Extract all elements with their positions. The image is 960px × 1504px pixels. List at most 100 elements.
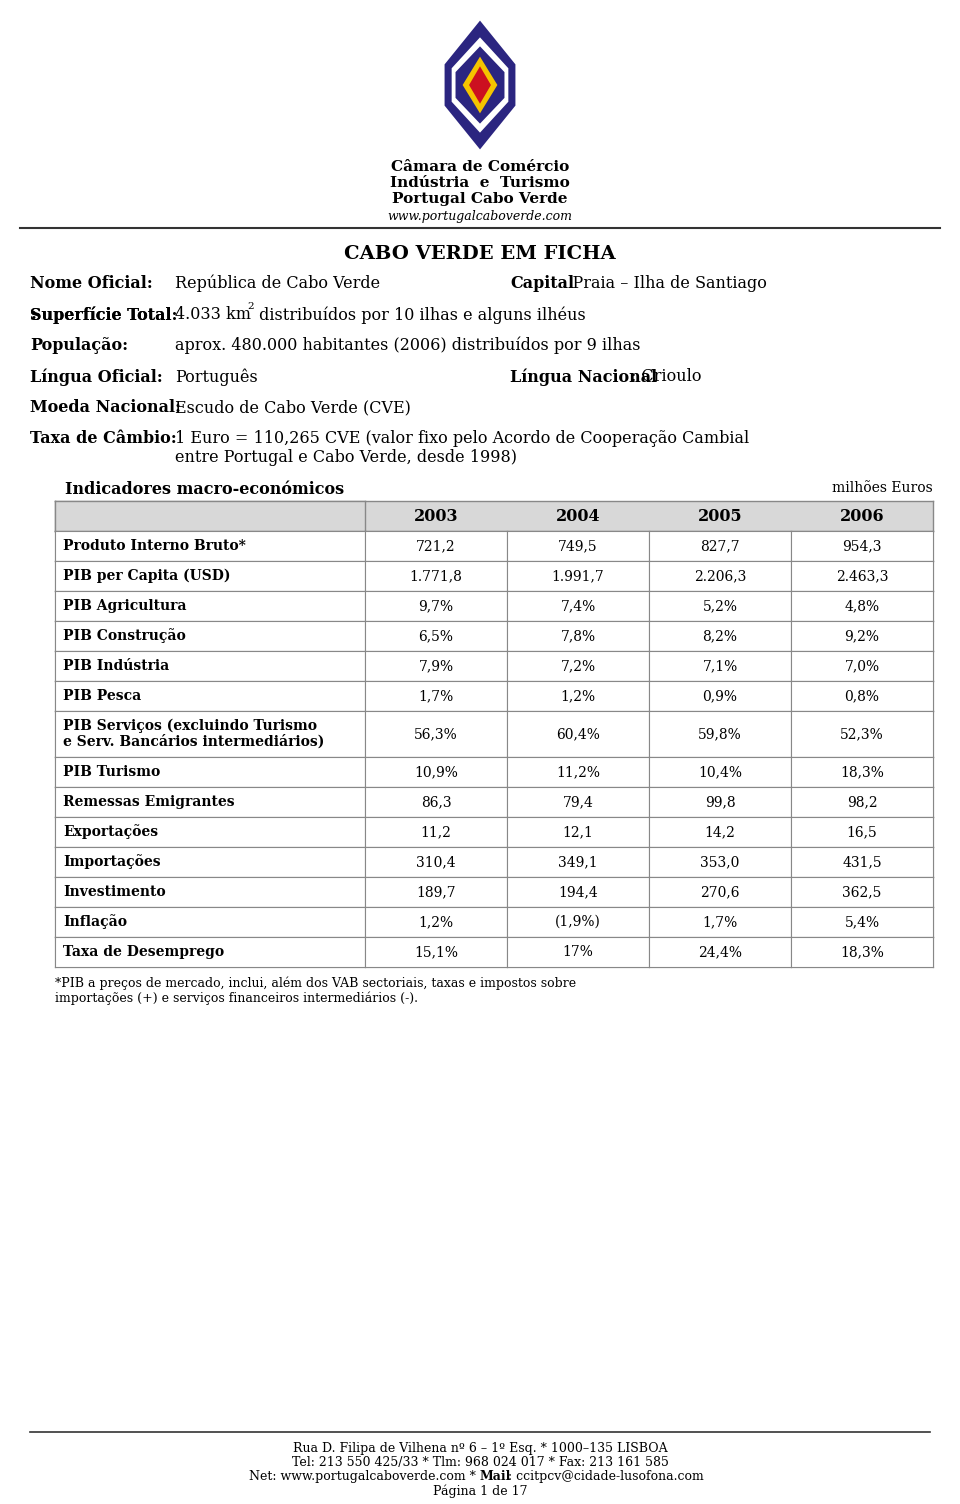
Text: 16,5: 16,5: [847, 826, 877, 839]
Text: 5,4%: 5,4%: [845, 914, 879, 929]
Text: 7,9%: 7,9%: [419, 659, 453, 672]
Text: República de Cabo Verde: República de Cabo Verde: [175, 275, 380, 292]
Text: 310,4: 310,4: [417, 854, 456, 869]
Text: 0,8%: 0,8%: [845, 689, 879, 702]
Text: 7,0%: 7,0%: [845, 659, 879, 672]
Text: aprox. 480.000 habitantes (2006) distribuídos por 9 ilhas: aprox. 480.000 habitantes (2006) distrib…: [175, 337, 640, 355]
Text: 1,7%: 1,7%: [703, 914, 737, 929]
Text: e Serv. Bancários intermediários): e Serv. Bancários intermediários): [63, 734, 324, 749]
Polygon shape: [451, 38, 509, 132]
Text: Câmara de Comércio: Câmara de Comércio: [391, 159, 569, 174]
Text: PIB per Capita (USD): PIB per Capita (USD): [63, 569, 230, 584]
Text: 86,3: 86,3: [420, 796, 451, 809]
Text: 7,8%: 7,8%: [561, 629, 595, 644]
Text: 1,7%: 1,7%: [419, 689, 454, 702]
Text: Exportações: Exportações: [63, 824, 158, 839]
Text: PIB Serviços (excluindo Turismo: PIB Serviços (excluindo Turismo: [63, 719, 317, 734]
Text: 59,8%: 59,8%: [698, 726, 742, 741]
Text: Taxa de Câmbio:: Taxa de Câmbio:: [30, 430, 177, 447]
Text: 10,9%: 10,9%: [414, 766, 458, 779]
Text: :: :: [30, 305, 36, 323]
Text: Taxa de Desemprego: Taxa de Desemprego: [63, 945, 224, 960]
Text: 2.206,3: 2.206,3: [694, 569, 746, 584]
Text: 827,7: 827,7: [700, 538, 740, 553]
Text: 2005: 2005: [698, 508, 742, 525]
Text: : ccitpcv@cidade-lusofona.com: : ccitpcv@cidade-lusofona.com: [508, 1469, 704, 1483]
Text: 18,3%: 18,3%: [840, 945, 884, 960]
Text: Net: www.portugalcaboverde.com *: Net: www.portugalcaboverde.com *: [250, 1469, 480, 1483]
Text: 1,2%: 1,2%: [561, 689, 595, 702]
Text: 362,5: 362,5: [842, 884, 881, 899]
Text: PIB Indústria: PIB Indústria: [63, 659, 169, 672]
Text: 11,2: 11,2: [420, 826, 451, 839]
Text: Inflação: Inflação: [63, 914, 127, 929]
Polygon shape: [469, 66, 491, 104]
Text: Superfície Total:: Superfície Total:: [30, 305, 178, 323]
Text: 270,6: 270,6: [700, 884, 740, 899]
Text: 79,4: 79,4: [563, 796, 593, 809]
Polygon shape: [463, 57, 497, 113]
Text: www.portugalcaboverde.com: www.portugalcaboverde.com: [388, 211, 572, 223]
Text: CABO VERDE EM FICHA: CABO VERDE EM FICHA: [345, 245, 615, 263]
Text: Importações: Importações: [63, 854, 160, 869]
Text: 1.771,8: 1.771,8: [410, 569, 463, 584]
Text: Indústria  e  Turismo: Indústria e Turismo: [390, 176, 570, 190]
Text: 194,4: 194,4: [558, 884, 598, 899]
Text: 52,3%: 52,3%: [840, 726, 884, 741]
Text: 721,2: 721,2: [417, 538, 456, 553]
Text: 56,3%: 56,3%: [414, 726, 458, 741]
Text: Capital: Capital: [510, 275, 574, 292]
Text: 5,2%: 5,2%: [703, 599, 737, 614]
Text: 2: 2: [247, 302, 253, 311]
Text: População:: População:: [30, 337, 128, 353]
Text: Portugal Cabo Verde: Portugal Cabo Verde: [393, 193, 567, 206]
Text: 2003: 2003: [414, 508, 458, 525]
Text: distribuídos por 10 ilhas e alguns ilhéus: distribuídos por 10 ilhas e alguns ilhéu…: [254, 305, 586, 323]
Text: 349,1: 349,1: [558, 854, 598, 869]
Text: 4.033 km: 4.033 km: [175, 305, 251, 323]
Text: 14,2: 14,2: [705, 826, 735, 839]
Text: 1,2%: 1,2%: [419, 914, 453, 929]
Text: 12,1: 12,1: [563, 826, 593, 839]
Text: 11,2%: 11,2%: [556, 766, 600, 779]
Text: Língua Nacional: Língua Nacional: [510, 368, 658, 385]
Text: PIB Agricultura: PIB Agricultura: [63, 599, 186, 614]
Text: 7,2%: 7,2%: [561, 659, 595, 672]
Text: 2.463,3: 2.463,3: [836, 569, 888, 584]
Text: Nome Oficial:: Nome Oficial:: [30, 275, 153, 292]
Text: *PIB a preços de mercado, inclui, além dos VAB sectoriais, taxas e impostos sobr: *PIB a preços de mercado, inclui, além d…: [55, 978, 576, 991]
Text: 98,2: 98,2: [847, 796, 877, 809]
Text: 7,4%: 7,4%: [561, 599, 595, 614]
Text: 431,5: 431,5: [842, 854, 882, 869]
Text: Página 1 de 17: Página 1 de 17: [433, 1484, 527, 1498]
Text: PIB Turismo: PIB Turismo: [63, 766, 160, 779]
Text: Produto Interno Bruto*: Produto Interno Bruto*: [63, 538, 246, 553]
Text: Investimento: Investimento: [63, 884, 166, 899]
Text: (1,9%): (1,9%): [555, 914, 601, 929]
Text: 2006: 2006: [840, 508, 884, 525]
Text: 0,9%: 0,9%: [703, 689, 737, 702]
Text: Rua D. Filipa de Vilhena nº 6 – 1º Esq. * 1000–135 LISBOA: Rua D. Filipa de Vilhena nº 6 – 1º Esq. …: [293, 1442, 667, 1454]
Text: 6,5%: 6,5%: [419, 629, 453, 644]
Text: 10,4%: 10,4%: [698, 766, 742, 779]
Text: : Praia – Ilha de Santiago: : Praia – Ilha de Santiago: [562, 275, 767, 292]
Text: 18,3%: 18,3%: [840, 766, 884, 779]
Text: : Crioulo: : Crioulo: [631, 368, 702, 385]
Text: 1.991,7: 1.991,7: [552, 569, 605, 584]
Text: Escudo de Cabo Verde (CVE): Escudo de Cabo Verde (CVE): [175, 399, 411, 417]
Text: 954,3: 954,3: [842, 538, 881, 553]
Text: Superfície Total: Superfície Total: [30, 305, 172, 323]
Text: 749,5: 749,5: [558, 538, 598, 553]
Text: Português: Português: [175, 368, 257, 385]
Text: milhões Euros: milhões Euros: [832, 481, 933, 495]
Text: 2004: 2004: [556, 508, 600, 525]
Text: PIB Pesca: PIB Pesca: [63, 689, 141, 702]
Text: 15,1%: 15,1%: [414, 945, 458, 960]
Text: 24,4%: 24,4%: [698, 945, 742, 960]
Text: entre Portugal e Cabo Verde, desde 1998): entre Portugal e Cabo Verde, desde 1998): [175, 450, 517, 466]
Text: 1 Euro = 110,265 CVE (valor fixo pelo Acordo de Cooperação Cambial: 1 Euro = 110,265 CVE (valor fixo pelo Ac…: [175, 430, 749, 447]
Text: 9,2%: 9,2%: [845, 629, 879, 644]
Text: Mail: Mail: [480, 1469, 512, 1483]
Text: 7,1%: 7,1%: [703, 659, 737, 672]
Text: Tel: 213 550 425/33 * Tlm: 968 024 017 * Fax: 213 161 585: Tel: 213 550 425/33 * Tlm: 968 024 017 *…: [292, 1456, 668, 1469]
